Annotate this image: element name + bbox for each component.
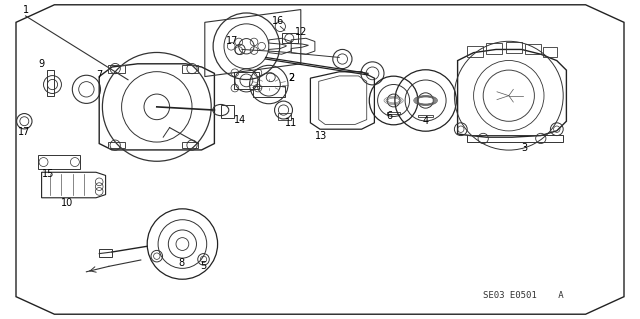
Text: SE03 E0501    A: SE03 E0501 A: [483, 291, 564, 300]
Text: 8: 8: [178, 258, 184, 268]
Text: 4: 4: [422, 115, 429, 126]
Text: 17: 17: [225, 36, 238, 47]
Text: 5: 5: [200, 261, 207, 271]
Text: 15: 15: [42, 169, 54, 179]
Text: 16: 16: [272, 16, 285, 26]
Text: 13: 13: [315, 130, 328, 141]
Text: 14: 14: [234, 115, 246, 125]
Text: 17: 17: [18, 127, 31, 137]
Text: 6: 6: [386, 111, 392, 122]
Text: 3: 3: [522, 143, 528, 153]
Text: 7: 7: [96, 70, 102, 80]
Text: 1: 1: [22, 4, 29, 15]
Text: 2: 2: [288, 73, 294, 83]
Text: 12: 12: [294, 27, 307, 37]
Text: 10: 10: [61, 197, 74, 208]
Text: 11: 11: [285, 118, 298, 128]
Text: 2: 2: [288, 73, 294, 83]
Text: 9: 9: [38, 59, 45, 69]
